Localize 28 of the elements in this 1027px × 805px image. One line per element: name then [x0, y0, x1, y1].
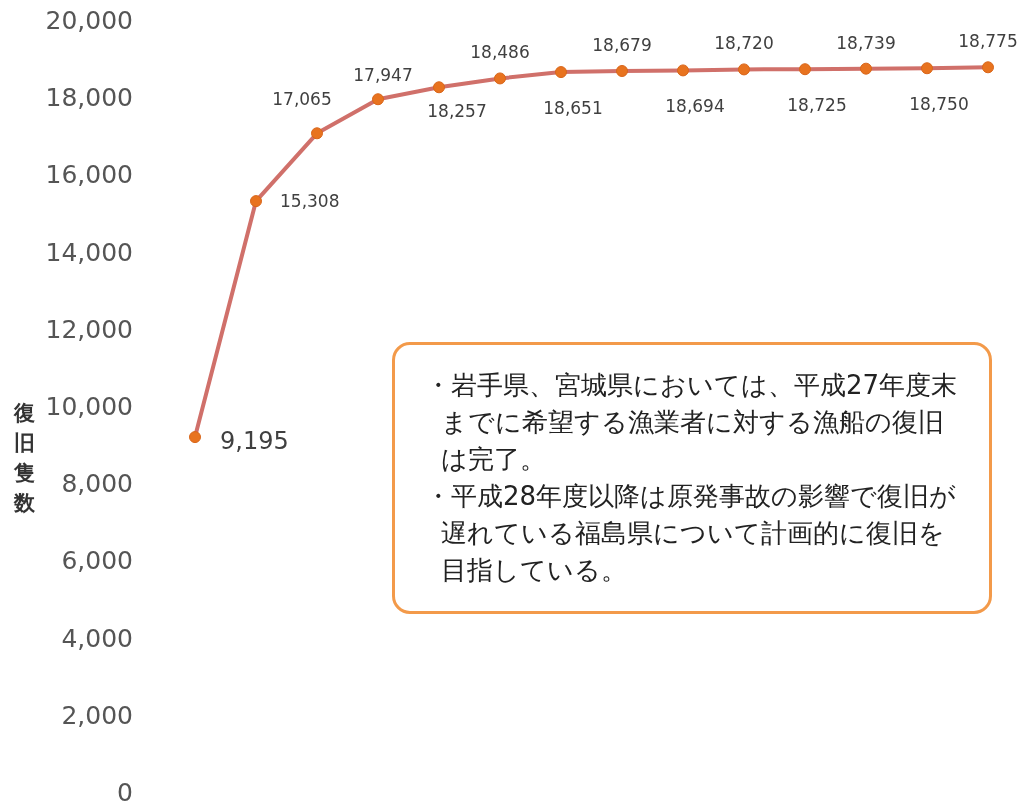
y-axis-title: 復旧隻数: [12, 401, 36, 515]
data-label: 18,750: [909, 94, 969, 115]
y-tick-label: 6,000: [61, 546, 133, 576]
annotation: ・平成28年度以降は原発事故の影響で復旧が遅れている福島県について計画的に復旧を目指している。: [425, 480, 958, 587]
y-tick-label: 4,000: [61, 623, 133, 653]
data-label: 9,195: [220, 427, 289, 456]
data-label: 17,065: [272, 89, 332, 110]
data-label: 18,486: [470, 42, 530, 63]
y-tick-label: 16,000: [45, 160, 133, 190]
data-label: 18,679: [592, 34, 652, 55]
annotation: ・岩手県、宮城県においては、平成27年度末までに希望する漁業者に対する漁船の復旧は完了。: [425, 369, 959, 476]
y-tick-label: 0: [117, 778, 133, 805]
data-label: 18,775: [958, 31, 1018, 52]
data-label: 17,947: [353, 65, 413, 86]
y-tick-label: 12,000: [45, 314, 133, 344]
y-tick-label: 10,000: [45, 392, 133, 421]
data-label: 18,739: [836, 32, 896, 53]
data-label: 18,694: [665, 96, 725, 117]
data-label: 18,720: [714, 33, 774, 54]
y-tick-label: 18,000: [45, 83, 133, 113]
y-tick-label: 8,000: [61, 469, 133, 499]
data-label: 15,308: [280, 191, 340, 212]
data-label: 18,651: [543, 98, 603, 119]
y-tick-label: 20,000: [45, 6, 133, 35]
data-label: 18,725: [787, 95, 847, 116]
y-tick-label: 14,000: [45, 237, 133, 267]
y-tick-label: 2,000: [61, 700, 133, 730]
data-label: 18,257: [427, 101, 487, 122]
